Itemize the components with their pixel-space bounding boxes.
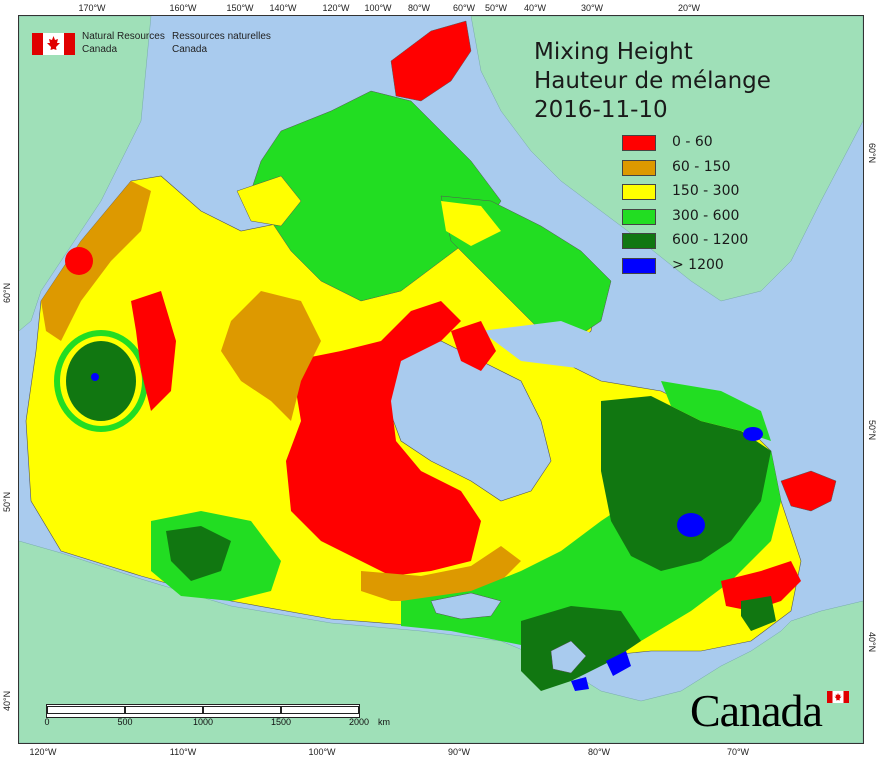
- legend-swatch: [622, 159, 656, 176]
- legend-swatch: [622, 135, 656, 151]
- top-tick-label: 30°W: [580, 3, 604, 13]
- top-tick-label: 80°W: [407, 3, 431, 13]
- maritimes-red: [721, 561, 801, 611]
- top-tick-label: 170°W: [78, 3, 106, 13]
- bottom-tick-label: 110°W: [169, 747, 197, 757]
- dark-green-bc-cell: [66, 341, 136, 421]
- scale-label: 1500: [270, 717, 292, 727]
- right-tick-label: 50°N: [867, 420, 877, 441]
- scale-label: 0: [44, 717, 50, 727]
- scale-label: 1000: [192, 717, 214, 727]
- right-tick-label: 60°N: [867, 143, 877, 164]
- top-tick-label: 20°W: [677, 3, 701, 13]
- bottom-tick-label: 70°W: [726, 747, 750, 757]
- legend-swatch: [622, 257, 656, 274]
- hudson-strait: [481, 321, 611, 371]
- blue-quebec-spot: [677, 513, 705, 537]
- dark-green-quebec: [601, 396, 771, 571]
- top-tick-label: 120°W: [322, 3, 350, 13]
- left-tick-label: 50°N: [2, 491, 12, 512]
- ellesmere-red: [390, 20, 472, 102]
- great-lakes: [430, 592, 502, 620]
- left-tick-label: 40°N: [2, 690, 12, 711]
- legend-label: 150 - 300: [672, 183, 740, 200]
- canada-flag-icon: [32, 33, 75, 55]
- blue-lake-spot: [571, 677, 589, 691]
- scale-segment: [47, 706, 125, 714]
- greenland-land: [470, 16, 863, 302]
- top-tick-label: 60°W: [452, 3, 476, 13]
- orange-prairie-band: [221, 291, 321, 421]
- scale-segment: [125, 706, 203, 714]
- left-tick-label: 60°N: [2, 282, 12, 303]
- title-english: Mixing Height: [534, 39, 693, 65]
- scale-label: 2000: [348, 717, 370, 727]
- red-se-hudson: [451, 321, 496, 371]
- legend-swatch: [622, 208, 656, 225]
- bottom-tick-label: 120°W: [29, 747, 57, 757]
- title-french: Hauteur de mélange: [534, 68, 771, 94]
- orange-west-band: [41, 181, 151, 341]
- map-panel: [18, 15, 864, 744]
- red-central-region: [286, 301, 481, 576]
- scale-label: 500: [117, 717, 133, 727]
- agency-name-fr: Ressources naturelles: [172, 31, 271, 42]
- agency-name-en: Natural Resources: [82, 31, 165, 42]
- legend-label: 0 - 60: [672, 134, 713, 150]
- top-tick-label: 150°W: [226, 3, 254, 13]
- map-title: Mixing Height Hauteur de mélange 2016-11…: [534, 38, 771, 125]
- top-tick-label: 50°W: [484, 3, 508, 13]
- arctic-yellow-island: [236, 175, 302, 227]
- legend-label: 600 - 1200: [672, 232, 749, 249]
- baffin-yellow: [441, 201, 501, 246]
- bottom-tick-label: 80°W: [587, 747, 611, 757]
- scale-segment: [203, 706, 281, 714]
- right-tick-label: 40°N: [867, 632, 877, 653]
- maritimes-green: [741, 596, 776, 631]
- bottom-tick-label: 100°W: [308, 747, 336, 757]
- alaska-land: [19, 16, 152, 332]
- blue-ontario-spot: [606, 651, 631, 676]
- united-states-land: [19, 540, 863, 743]
- bottom-tick-label: 90°W: [447, 747, 471, 757]
- agency-country-en: Canada: [82, 44, 118, 55]
- top-tick-label: 160°W: [169, 3, 197, 13]
- legend-swatch: [622, 233, 656, 250]
- labrador-green: [661, 381, 771, 441]
- legend-label: > 1200: [672, 256, 724, 273]
- lake-huron: [550, 640, 587, 674]
- legend-label: 300 - 600: [672, 207, 740, 224]
- top-tick-label: 140°W: [269, 3, 297, 13]
- scale-segment: [281, 706, 359, 714]
- scale-unit: km: [378, 717, 390, 727]
- legend-label: 60 - 150: [672, 158, 731, 175]
- red-rockies-strip: [131, 291, 176, 411]
- canada-wordmark: Canada: [690, 685, 823, 736]
- wordmark-flag-icon: [827, 691, 849, 703]
- agency-country-fr: Canada: [172, 44, 208, 55]
- blue-labrador-spot: [743, 427, 763, 441]
- dark-green-prairie: [166, 526, 231, 581]
- newfoundland: [780, 470, 837, 512]
- blue-bc-dot: [91, 373, 99, 381]
- map-canvas: [19, 16, 863, 743]
- map-date: 2016-11-10: [534, 97, 668, 123]
- top-tick-label: 100°W: [364, 3, 392, 13]
- legend-swatch: [622, 184, 656, 201]
- top-tick-label: 40°W: [523, 3, 547, 13]
- red-yukon-spot: [65, 247, 93, 275]
- dark-green-ontario: [521, 606, 641, 691]
